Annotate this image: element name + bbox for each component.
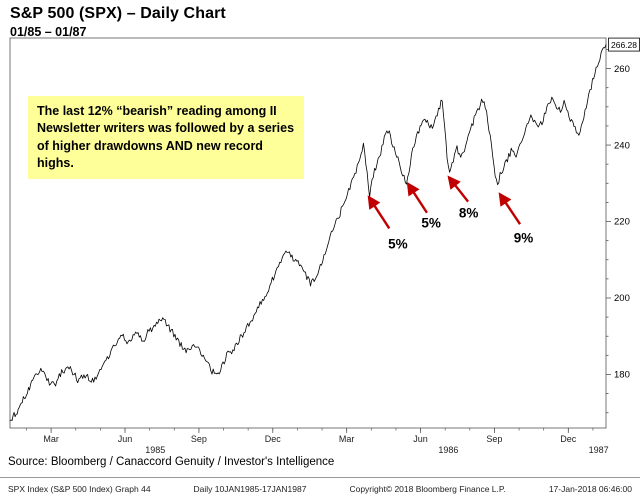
drawdown-arrow [367,195,391,230]
terminal-instrument-label: SPX Index (S&P 500 Index) Graph 44 [8,484,151,494]
price-chart: 180 200 220 240 260 Mar Jun Sep Dec Mar Jun Sep Dec 1… [9,37,640,455]
y-axis-label: 200 [614,293,630,304]
drawdown-percent-label: 9% [514,231,534,246]
x-axis-month-label: Mar [339,434,355,444]
y-axis-label: 220 [614,217,630,228]
terminal-date-range: Daily 10JAN1985-17JAN1987 [193,484,307,494]
x-axis-month-label: Dec [265,434,282,444]
terminal-timestamp: 17-Jan-2018 06:46:00 [548,484,632,494]
spx-price-line [9,44,607,421]
y-axis-label: 240 [614,140,630,151]
drawdown-percent-label: 5% [388,236,408,251]
terminal-status-bar: SPX Index (S&P 500 Index) Graph 44 Daily… [0,477,640,500]
x-axis-year-label: 1985 [145,445,165,455]
drawdown-arrow [498,192,522,225]
drawdown-percent-label: 8% [459,206,479,221]
last-price-label: 266.28 [611,40,637,50]
x-axis-year-label: 1986 [438,445,458,455]
x-axis-month-label: Mar [43,434,59,444]
y-axis-label: 260 [614,64,630,75]
source-attribution: Source: Bloomberg / Canaccord Genuity / … [8,456,335,468]
x-axis-month-label: Dec [560,434,577,444]
y-axis-label: 180 [614,370,630,381]
drawdown-percent-label: 5% [421,215,441,230]
x-axis-month-label: Jun [413,434,428,444]
x-axis-year-label: 1987 [589,445,609,455]
drawdown-arrow [406,181,428,214]
x-axis-month-label: Jun [118,434,133,444]
drawdown-arrow [447,175,470,203]
x-axis-month-label: Sep [486,434,502,444]
plot-frame [9,37,607,429]
terminal-copyright: Copyright© 2018 Bloomberg Finance L.P. [349,484,506,494]
page-title: S&P 500 (SPX) – Daily Chart [10,5,226,22]
annotation-callout: The last 12% “bearish” reading among II … [28,96,304,179]
date-range-subtitle: 01/85 – 01/87 [10,25,87,39]
x-axis-month-label: Sep [191,434,207,444]
